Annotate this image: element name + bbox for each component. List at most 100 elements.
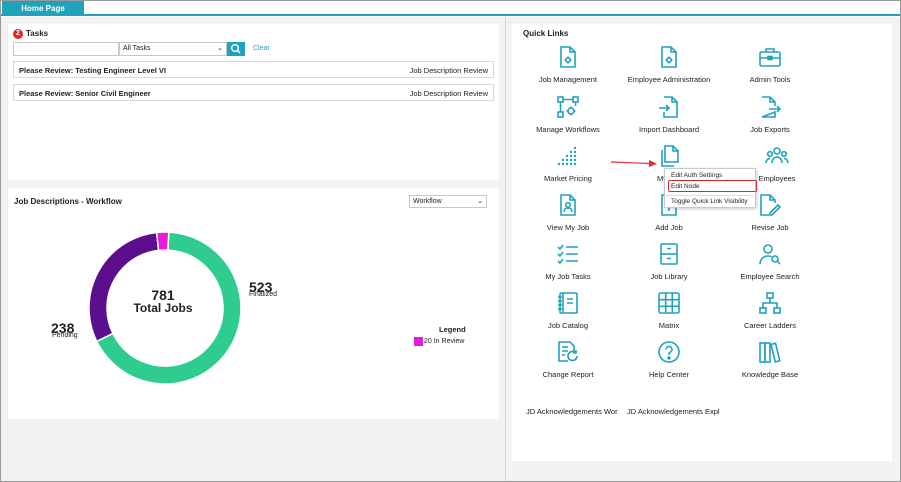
quick-link-label: Revise Job: [751, 223, 789, 232]
quick-link-admin-tools[interactable]: Admin Tools: [718, 45, 822, 93]
person-document-icon: [560, 194, 576, 216]
tab-bar: Home Page: [1, 1, 900, 16]
edit-node-highlight: [668, 180, 757, 192]
quick-link-change-report[interactable]: Change Report: [516, 340, 620, 388]
annotation-arrow-icon: [610, 160, 657, 167]
quick-link-context-menu: Edit Auth Settings Edit Node Toggle Quic…: [664, 168, 756, 208]
quick-link-label: Change Report: [542, 370, 594, 379]
finalized-label: Finalized: [249, 291, 278, 298]
search-icon: [230, 44, 241, 54]
quick-link-employee-administration[interactable]: Employee Administration: [617, 45, 721, 93]
quick-link-job-management[interactable]: Job Management: [516, 45, 620, 93]
people-icon: [765, 147, 789, 164]
quick-link-label: Job Exports: [750, 125, 790, 134]
quick-link-market-pricing[interactable]: Market Pricing: [516, 144, 620, 192]
quick-link-label: Employees: [758, 174, 796, 183]
quick-link-label: Import Dashboard: [638, 125, 700, 134]
quick-link-label: Manage Workflows: [536, 125, 600, 134]
quick-link-label: Help Center: [648, 370, 690, 379]
task-row[interactable]: Please Review: Senior Civil Engineer Job…: [13, 84, 494, 101]
menu-separator: [666, 195, 754, 196]
chevron-down-icon: ⌄: [477, 198, 483, 205]
tasks-search-button[interactable]: [227, 42, 245, 56]
tasks-filter-value: All Tasks: [123, 45, 151, 52]
total-jobs-number: 781: [151, 287, 175, 303]
donut-slice-pending[interactable]: [88, 231, 160, 343]
quick-link-label: Job Library: [650, 272, 688, 281]
tasks-search-input[interactable]: [13, 42, 119, 56]
quick-link-matrix[interactable]: Matrix: [617, 291, 721, 339]
dot-chart-icon: [557, 146, 577, 166]
books-icon: [759, 342, 781, 363]
job-status-donut-chart: [88, 231, 242, 385]
quick-link-label: Market Pricing: [544, 174, 592, 183]
quick-link-jd-acknowledgements-export[interactable]: JD Acknowledgements Expl: [627, 407, 720, 416]
briefcase-icon: [759, 48, 781, 67]
grid-icon: [658, 292, 680, 314]
checklist-icon: [557, 244, 578, 265]
quick-link-manage-workflows[interactable]: Manage Workflows: [516, 95, 620, 143]
quick-link-import-dashboard[interactable]: Import Dashboard: [617, 95, 721, 143]
report-refresh-icon: [558, 341, 578, 362]
export-document-icon: [761, 96, 782, 118]
quick-link-knowledge-base[interactable]: Knowledge Base: [718, 340, 822, 388]
task-row[interactable]: Please Review: Testing Engineer Level VI…: [13, 61, 494, 78]
task-type: Job Description Review: [409, 66, 488, 75]
document-gear-icon: [560, 46, 576, 68]
task-type: Job Description Review: [409, 89, 488, 98]
donut-slice-in-review[interactable]: [155, 231, 170, 252]
quick-link-career-ladders[interactable]: Career Ladders: [718, 291, 822, 339]
catalog-book-icon: [558, 292, 578, 314]
quick-link-revise-job[interactable]: Revise Job: [718, 193, 822, 241]
quick-link-label: Admin Tools: [749, 75, 791, 84]
quick-link-label: Matrix: [658, 321, 680, 330]
workflow-view-value: Workflow: [413, 198, 442, 205]
quick-link-my[interactable]: My: [617, 144, 721, 192]
column-divider: [505, 17, 506, 481]
quick-link-my-job-tasks[interactable]: My Job Tasks: [516, 242, 620, 290]
tasks-filter-select[interactable]: All Tasks ⌄: [119, 42, 227, 56]
quick-link-label: Career Ladders: [743, 321, 797, 330]
task-title: Please Review: Senior Civil Engineer: [19, 89, 151, 98]
import-document-icon: [659, 96, 678, 118]
donut-slice-finalized[interactable]: [95, 231, 242, 385]
quick-link-view-my-job[interactable]: View My Job: [516, 193, 620, 241]
help-icon: [658, 341, 680, 363]
tasks-title: Tasks: [26, 29, 49, 38]
quick-link-label: Knowledge Base: [741, 370, 799, 379]
quick-link-help-center[interactable]: Help Center: [617, 340, 721, 388]
person-search-icon: [759, 244, 781, 265]
menu-item-edit-auth-settings[interactable]: Edit Auth Settings: [671, 172, 723, 179]
tab-home-page[interactable]: Home Page: [2, 1, 84, 16]
pending-count: 238: [51, 320, 75, 336]
quick-link-employee-search[interactable]: Employee Search: [718, 242, 822, 290]
document-gear-icon: [661, 46, 677, 68]
quick-link-job-exports[interactable]: Job Exports: [718, 95, 822, 143]
job-descriptions-title: Job Descriptions - Workflow: [14, 197, 122, 206]
menu-item-toggle-quick-link-visibility[interactable]: Toggle Quick Link Visibility: [671, 198, 748, 205]
quick-link-job-library[interactable]: Job Library: [617, 242, 721, 290]
quick-link-label: My Job Tasks: [545, 272, 591, 281]
quick-link-label: My: [657, 174, 667, 183]
finalized-count: 523: [249, 279, 273, 295]
quick-link-label: Job Catalog: [547, 321, 589, 330]
quick-link-label: Add Job: [655, 223, 683, 232]
legend-title: Legend: [439, 325, 466, 334]
quick-link-label: Employee Administration: [627, 75, 711, 84]
workflow-view-select[interactable]: Workflow ⌄: [409, 195, 487, 208]
quick-link-jd-acknowledgements-workflow[interactable]: JD Acknowledgements Wor: [526, 407, 618, 416]
org-chart-icon: [759, 292, 781, 314]
quick-link-employees[interactable]: Employees: [725, 144, 829, 192]
legend-item-in-review[interactable]: 20 In Review: [424, 338, 465, 345]
file-cabinet-icon: [660, 243, 678, 265]
workflow-gear-icon: [557, 96, 579, 118]
tasks-clear-link[interactable]: Clear: [253, 45, 270, 52]
menu-item-edit-node[interactable]: Edit Node: [671, 183, 700, 190]
quick-link-label: View My Job: [546, 223, 590, 232]
task-title: Please Review: Testing Engineer Level VI: [19, 66, 167, 75]
tasks-count-badge: 2: [13, 29, 23, 39]
quick-link-job-catalog[interactable]: Job Catalog: [516, 291, 620, 339]
pending-label: Pending: [52, 332, 78, 339]
documents-icon: [661, 145, 679, 167]
quick-links-title: Quick Links: [523, 29, 569, 38]
